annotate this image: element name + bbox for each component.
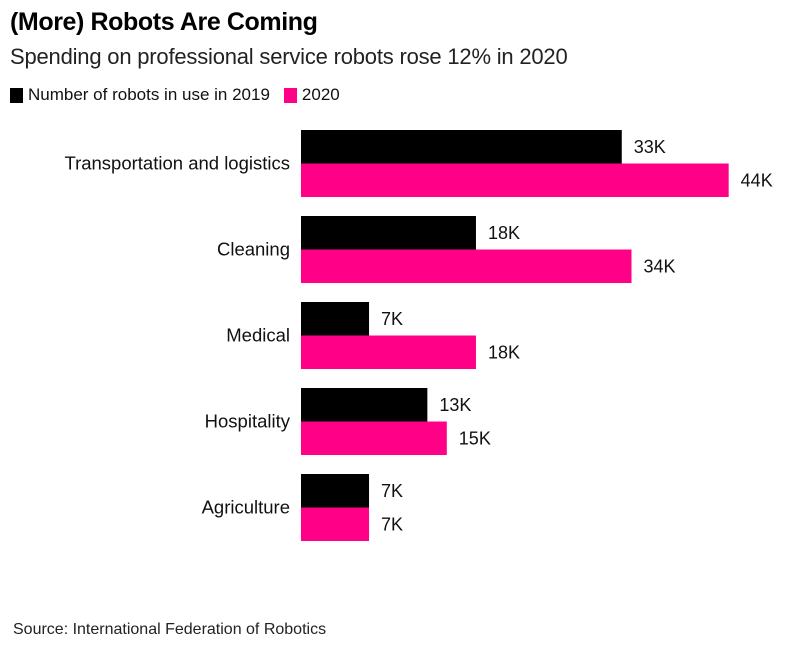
chart-title: (More) Robots Are Coming	[10, 8, 318, 36]
bar-medical-2020	[301, 335, 476, 369]
bar-cleaning-2020	[301, 249, 632, 283]
bar-hospitality-2019	[301, 388, 428, 422]
bar-agriculture-2019	[301, 474, 370, 508]
source-note: Source: International Federation of Robo…	[13, 621, 327, 638]
legend-item-2019: Number of robots in use in 2019	[10, 85, 270, 105]
legend-label-2019: Number of robots in use in 2019	[28, 85, 270, 104]
legend-label-2020: 2020	[301, 85, 340, 104]
category-label-cleaning: Cleaning	[217, 239, 290, 260]
value-label-cleaning-2019: 18K	[488, 223, 520, 243]
value-label-cleaning-2020: 34K	[643, 256, 675, 276]
bar-medical-2019	[301, 302, 370, 336]
legend-item-2020: 2020	[283, 85, 340, 105]
bar-cleaning-2019	[301, 216, 476, 250]
bar-transportation-and-logistics-2020	[301, 163, 729, 197]
category-label-hospitality: Hospitality	[205, 411, 291, 432]
value-label-agriculture-2019: 7K	[381, 481, 403, 501]
value-label-transportation-and-logistics-2019: 33K	[634, 137, 666, 157]
value-label-medical-2020: 18K	[488, 342, 520, 362]
value-label-hospitality-2020: 15K	[459, 428, 491, 448]
value-label-transportation-and-logistics-2020: 44K	[741, 170, 773, 190]
category-label-agriculture: Agriculture	[202, 497, 290, 518]
value-label-agriculture-2020: 7K	[381, 514, 403, 534]
chart-subtitle: Spending on professional service robots …	[10, 44, 568, 69]
bar-agriculture-2020	[301, 507, 370, 541]
category-label-medical: Medical	[226, 325, 290, 346]
legend-swatch-2020	[283, 87, 297, 103]
bar-transportation-and-logistics-2019	[301, 130, 622, 164]
legend: Number of robots in use in 2019 2020	[10, 85, 354, 105]
value-label-hospitality-2019: 13K	[439, 395, 471, 415]
category-label-transportation-and-logistics: Transportation and logistics	[64, 153, 290, 174]
value-label-medical-2019: 7K	[381, 309, 403, 329]
bar-hospitality-2020	[301, 421, 447, 455]
legend-swatch-2019	[10, 87, 23, 103]
